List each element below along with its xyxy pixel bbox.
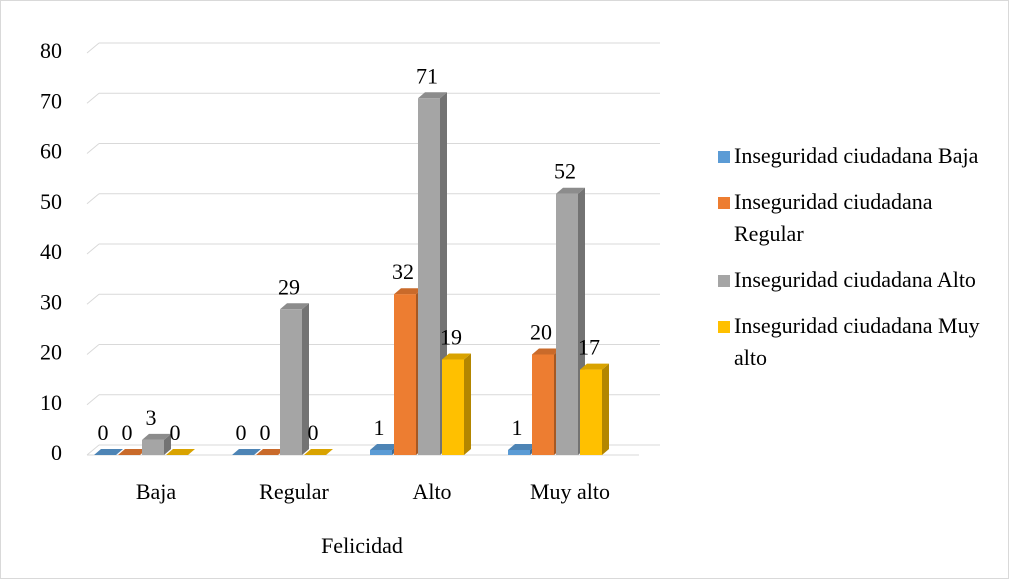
data-label: 0 xyxy=(122,420,133,445)
legend-item: Inseguridad ciudadana Baja xyxy=(712,140,1002,172)
data-label: 1 xyxy=(374,415,385,440)
bar xyxy=(418,98,440,455)
bar-top xyxy=(394,288,423,295)
bar-top xyxy=(118,449,147,455)
grid-line-depth xyxy=(86,293,100,305)
bar-top xyxy=(418,92,447,99)
legend-swatch xyxy=(718,321,730,333)
legend-swatch xyxy=(718,197,730,209)
data-label: 0 xyxy=(260,420,271,445)
y-tick-label: 30 xyxy=(40,289,62,314)
y-tick-label: 10 xyxy=(40,390,62,415)
bar-top xyxy=(232,449,261,455)
data-label: 0 xyxy=(98,420,109,445)
grid-line-depth xyxy=(86,92,100,104)
bar xyxy=(370,449,392,455)
legend-label: Inseguridad ciudadana Regular xyxy=(734,189,933,246)
legend: Inseguridad ciudadana Baja Inseguridad ci… xyxy=(712,140,1002,388)
bar xyxy=(508,449,530,455)
bar-top xyxy=(580,363,609,370)
data-label: 1 xyxy=(512,415,523,440)
x-tick-label: Muy alto xyxy=(530,479,610,504)
bar-top xyxy=(94,449,123,455)
y-tick-label: 70 xyxy=(40,88,62,113)
x-tick-label: Alto xyxy=(412,479,451,504)
grid-line-depth xyxy=(86,143,100,154)
data-label: 3 xyxy=(146,405,157,430)
data-label: 29 xyxy=(278,274,300,299)
data-label: 0 xyxy=(236,420,247,445)
grid-line-depth xyxy=(86,394,100,406)
bar-side xyxy=(464,353,471,455)
y-tick-label: 80 xyxy=(40,38,62,63)
bar-side xyxy=(302,303,309,455)
legend-item: Inseguridad ciudadana Alto xyxy=(712,264,1002,296)
bar-side xyxy=(164,433,171,455)
bar-top xyxy=(532,348,561,355)
legend-item: Inseguridad ciudadana Regular xyxy=(712,186,1002,250)
bar-top xyxy=(370,443,399,450)
bar-top xyxy=(556,187,585,194)
bar-top xyxy=(166,449,195,455)
y-tick-label: 60 xyxy=(40,139,62,164)
bar-side xyxy=(602,363,609,455)
bar-top xyxy=(508,443,537,450)
bar xyxy=(556,193,578,455)
grid-line-depth xyxy=(86,193,100,205)
x-tick-label: Regular xyxy=(259,479,329,504)
x-axis-label: Felicidad xyxy=(321,533,403,558)
bar xyxy=(442,359,464,455)
y-tick-label: 0 xyxy=(51,440,62,465)
legend-swatch xyxy=(718,151,730,163)
bar xyxy=(142,439,164,455)
y-tick-label: 40 xyxy=(40,239,62,264)
bar xyxy=(580,369,602,455)
bar xyxy=(532,354,554,455)
y-tick-label: 20 xyxy=(40,340,62,365)
data-label: 0 xyxy=(308,420,319,445)
legend-label: Inseguridad ciudadana Muy alto xyxy=(734,313,980,370)
data-label: 0 xyxy=(170,420,181,445)
bar xyxy=(280,309,302,455)
bar xyxy=(394,294,416,455)
data-label: 71 xyxy=(416,63,438,88)
bar-top xyxy=(280,303,309,310)
legend-swatch xyxy=(718,275,730,287)
legend-label: Inseguridad ciudadana Alto xyxy=(734,267,976,292)
data-label: 52 xyxy=(554,159,576,184)
grid-line-depth xyxy=(86,243,100,255)
x-tick-label: Baja xyxy=(136,479,177,504)
data-label: 17 xyxy=(578,335,600,360)
grid-line-depth xyxy=(86,42,100,54)
grid-line-depth xyxy=(86,444,100,456)
data-label: 20 xyxy=(530,320,552,345)
grid-line-depth xyxy=(86,344,100,355)
bar-top xyxy=(442,353,471,360)
bar-top xyxy=(142,433,171,440)
legend-label: Inseguridad ciudadana Baja xyxy=(734,143,979,168)
bar-top xyxy=(304,449,333,455)
y-tick-label: 50 xyxy=(40,189,62,214)
data-label: 32 xyxy=(392,259,414,284)
bar-top xyxy=(256,449,285,455)
legend-item: Inseguridad ciudadana Muy alto xyxy=(712,310,1002,374)
data-label: 19 xyxy=(440,325,462,350)
